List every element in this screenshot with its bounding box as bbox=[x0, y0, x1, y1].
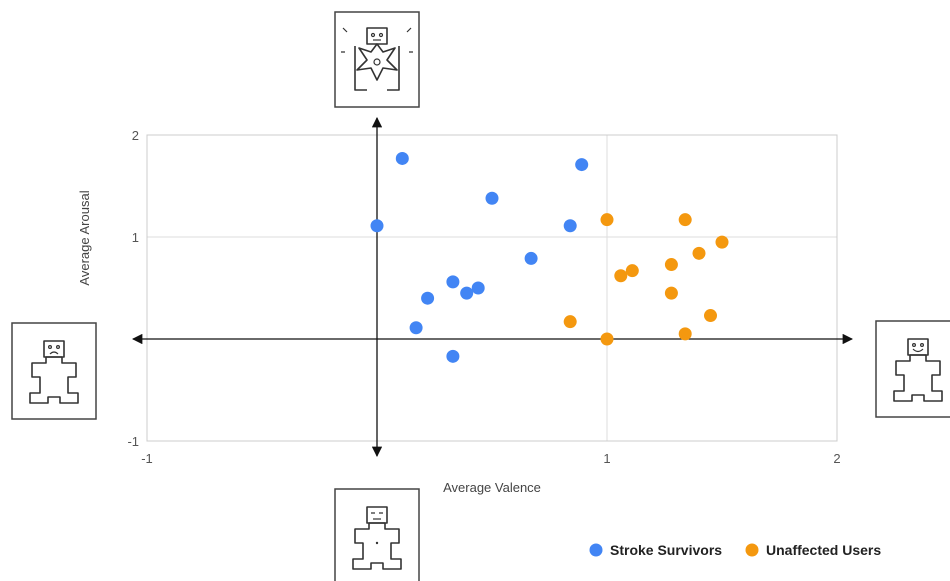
y-tick-label: -1 bbox=[127, 434, 139, 449]
data-point-stroke-survivors bbox=[446, 349, 460, 363]
data-point-unaffected-users bbox=[563, 315, 577, 329]
legend-label-stroke-survivors: Stroke Survivors bbox=[610, 542, 722, 558]
legend-label-unaffected-users: Unaffected Users bbox=[766, 542, 881, 558]
data-point-stroke-survivors bbox=[395, 151, 409, 165]
data-point-stroke-survivors bbox=[524, 251, 538, 265]
grid-lines bbox=[146, 134, 838, 442]
x-tick-label: 2 bbox=[833, 451, 840, 466]
y-axis-title: Average Arousal bbox=[77, 190, 92, 285]
data-point-unaffected-users bbox=[600, 332, 614, 346]
y-tick-label: 1 bbox=[132, 230, 139, 245]
sam-icon-low-arousal bbox=[334, 488, 420, 581]
data-point-unaffected-users bbox=[664, 286, 678, 300]
x-tick-label: -1 bbox=[141, 451, 153, 466]
data-point-unaffected-users bbox=[678, 213, 692, 227]
data-point-stroke-survivors bbox=[446, 275, 460, 289]
data-point-stroke-survivors bbox=[421, 291, 435, 305]
legend-marker-stroke-survivors bbox=[589, 543, 603, 557]
sam-icon-positive-valence bbox=[875, 320, 950, 418]
sam-icon-negative-valence bbox=[11, 322, 97, 420]
zero-axes bbox=[131, 116, 854, 458]
data-point-stroke-survivors bbox=[563, 219, 577, 233]
x-tick-label: 1 bbox=[603, 451, 610, 466]
legend-marker-unaffected-users bbox=[745, 543, 759, 557]
tick-labels: -1 1 2 -1 1 2 bbox=[127, 128, 840, 466]
data-point-stroke-survivors bbox=[409, 321, 423, 335]
data-point-unaffected-users bbox=[715, 235, 729, 249]
legend: Stroke Survivors Unaffected Users bbox=[589, 542, 881, 558]
data-point-unaffected-users bbox=[692, 246, 706, 260]
sam-icon-high-arousal bbox=[334, 11, 420, 108]
data-point-unaffected-users bbox=[600, 213, 614, 227]
data-point-stroke-survivors bbox=[471, 281, 485, 295]
x-axis-title: Average Valence bbox=[443, 480, 541, 495]
data-point-stroke-survivors bbox=[485, 191, 499, 205]
data-point-stroke-survivors bbox=[575, 158, 589, 172]
data-point-unaffected-users bbox=[704, 309, 717, 323]
plot-border bbox=[146, 134, 838, 442]
data-point-unaffected-users bbox=[664, 258, 678, 272]
y-tick-label: 2 bbox=[132, 128, 139, 143]
data-point-stroke-survivors bbox=[460, 286, 474, 300]
data-point-unaffected-users bbox=[678, 327, 692, 341]
data-points bbox=[370, 151, 729, 363]
data-point-unaffected-users bbox=[614, 269, 628, 283]
data-point-stroke-survivors bbox=[370, 219, 384, 233]
data-point-unaffected-users bbox=[625, 264, 639, 278]
